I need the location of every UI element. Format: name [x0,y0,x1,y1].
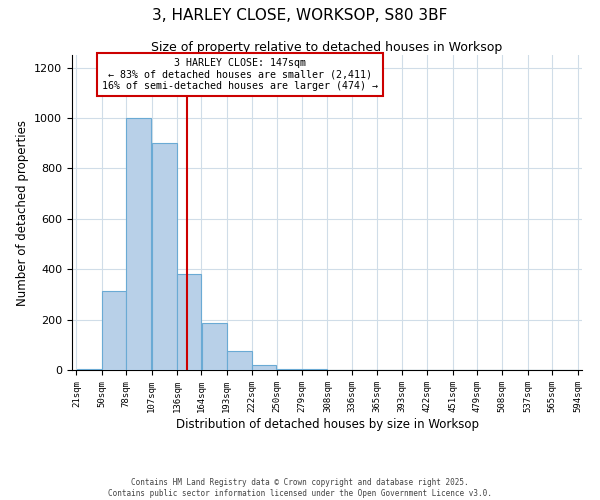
Bar [102,290,126,370]
Bar [227,351,252,370]
Bar [152,143,177,370]
Title: Size of property relative to detached houses in Worksop: Size of property relative to detached ho… [151,41,503,54]
Text: 3 HARLEY CLOSE: 147sqm
← 83% of detached houses are smaller (2,411)
16% of semi-: 3 HARLEY CLOSE: 147sqm ← 83% of detached… [103,58,379,92]
Bar [77,368,101,370]
Y-axis label: Number of detached properties: Number of detached properties [16,120,29,306]
Bar [127,118,151,370]
Text: 3, HARLEY CLOSE, WORKSOP, S80 3BF: 3, HARLEY CLOSE, WORKSOP, S80 3BF [152,8,448,22]
X-axis label: Distribution of detached houses by size in Worksop: Distribution of detached houses by size … [176,418,479,430]
Text: Contains HM Land Registry data © Crown copyright and database right 2025.
Contai: Contains HM Land Registry data © Crown c… [108,478,492,498]
Bar [253,365,277,370]
Bar [277,368,302,370]
Bar [177,274,201,370]
Bar [202,324,227,370]
